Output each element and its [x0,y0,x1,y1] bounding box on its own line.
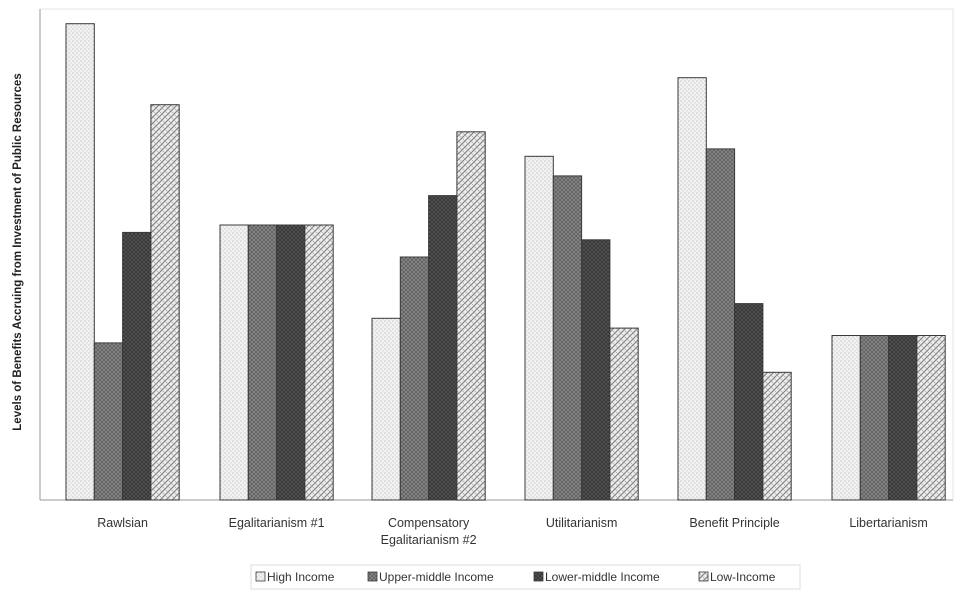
legend-label-1: Upper-middle Income [379,570,494,584]
legend-box [250,564,801,590]
bar-5-0 [831,335,861,501]
bar-4-2 [734,303,764,501]
legend-swatch-0 [255,571,266,582]
legend-swatch-3 [698,571,709,582]
bar-3-2 [581,239,611,501]
bar-5-2 [888,335,918,501]
x-tick-label-5: Libertarianism [849,516,928,530]
bar-3-3 [609,327,639,501]
bar-2-0 [371,317,401,501]
x-tick-label-3: Utilitarianism [546,516,618,530]
bar-4-0 [677,77,707,501]
bar-0-0 [65,23,95,501]
bars-group [65,23,946,501]
x-tick-label-0: Rawlsian [97,516,148,530]
bar-3-1 [552,175,583,501]
legend-label-2: Lower-middle Income [545,570,660,584]
legend: High Income Upper-middle Income Lower-midd… [250,564,801,590]
bar-5-1 [859,335,890,501]
legend-swatch-2 [533,571,544,582]
bar-4-3 [762,371,792,501]
x-tick-labels: Rawlsian Egalitarianism #1 Compensatory Ega… [97,516,928,547]
plot-area [39,8,954,501]
legend-label-3: Low-Income [710,570,776,584]
bar-2-3 [456,131,486,501]
bar-3-0 [524,155,554,501]
legend-swatch-1 [367,571,378,582]
bar-1-3 [304,224,334,501]
bar-5-3 [916,335,946,501]
x-tick-label-1: Egalitarianism #1 [229,516,325,530]
x-tick-label-4: Benefit Principle [689,516,779,530]
y-axis-label: Levels of Benefits Accruing from Investm… [12,73,24,430]
bar-1-2 [276,224,306,501]
bar-1-0 [219,224,249,501]
bar-0-2 [122,231,152,501]
bar-4-1 [705,148,736,501]
bar-0-3 [150,104,180,501]
legend-label-0: High Income [267,570,335,584]
bar-2-2 [428,195,458,501]
bar-0-1 [93,342,124,501]
bar-1-1 [247,224,278,501]
x-tick-label-2: Compensatory Egalitarianism #2 [381,516,477,547]
bar-2-1 [399,256,430,501]
